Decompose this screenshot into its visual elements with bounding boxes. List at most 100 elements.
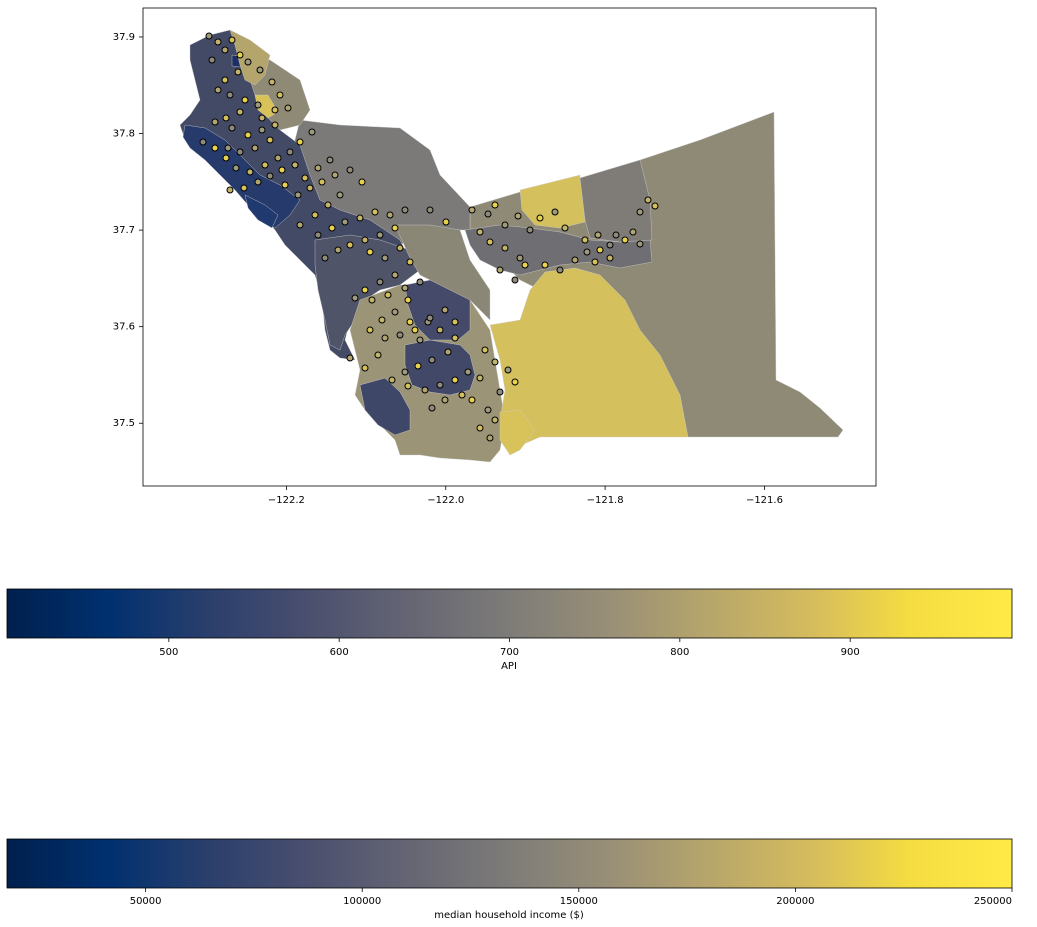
school-point: [583, 248, 591, 256]
school-point: [391, 308, 399, 316]
colorbar-api-tick: 600: [330, 638, 349, 658]
map-plot-area: [179, 29, 844, 463]
y-tick: 37.5: [113, 418, 143, 429]
school-point: [526, 226, 534, 234]
school-point: [301, 174, 309, 182]
colorbar-income-tick-label: 50000: [130, 896, 162, 907]
school-point: [221, 46, 229, 54]
school-point: [644, 196, 652, 204]
colorbar-api-tick-label: 700: [500, 647, 519, 658]
colorbar-income-tick-label: 200000: [776, 896, 814, 907]
school-point: [314, 164, 322, 172]
school-point: [416, 278, 424, 286]
school-point: [426, 314, 434, 322]
colorbar-income-tick: 250000: [974, 888, 1013, 907]
colorbar-api-ticks: 500 600 700 800 900: [159, 638, 860, 658]
school-point: [476, 374, 484, 382]
colorbar-income: 50000 100000 150000 200000 250000 median…: [6, 838, 1013, 921]
school-point: [428, 356, 436, 364]
y-axis: 37.9 37.8 37.7 37.6 37.5: [113, 32, 143, 429]
school-point: [366, 248, 374, 256]
school-point: [536, 214, 544, 222]
school-point: [511, 378, 519, 386]
school-point: [571, 256, 579, 264]
school-point: [274, 154, 282, 162]
school-point: [426, 206, 434, 214]
school-point: [256, 66, 264, 74]
school-point: [254, 101, 262, 109]
school-point: [381, 254, 389, 262]
colorbar-income-tick: 100000: [343, 888, 381, 907]
school-point: [651, 202, 659, 210]
school-point: [271, 121, 279, 129]
y-tick-label: 37.8: [113, 129, 135, 140]
school-point: [391, 271, 399, 279]
school-point: [368, 296, 376, 304]
colorbar-api: 500 600 700 800 900 API: [6, 588, 1013, 672]
school-point: [314, 231, 322, 239]
school-point: [261, 161, 269, 169]
school-point: [254, 178, 262, 186]
school-point: [374, 351, 382, 359]
school-point: [468, 396, 476, 404]
school-point: [501, 221, 509, 229]
school-point: [236, 148, 244, 156]
school-point: [458, 391, 466, 399]
school-point: [484, 210, 492, 218]
x-axis: −122.2 −122.0 −121.8 −121.6: [268, 486, 783, 506]
school-point: [391, 224, 399, 232]
school-point: [244, 58, 252, 66]
school-point: [208, 56, 216, 64]
school-point: [514, 212, 522, 220]
region-livermore-gray: [579, 159, 653, 243]
school-point: [444, 348, 452, 356]
school-point: [236, 108, 244, 116]
school-point: [436, 326, 444, 334]
school-point: [278, 166, 286, 174]
colorbar-api-tick: 500: [159, 638, 178, 658]
school-point: [281, 181, 289, 189]
school-point: [214, 38, 222, 46]
colorbar-api-label: API: [501, 661, 517, 672]
x-tick-label: −122.2: [268, 495, 305, 506]
school-point: [606, 254, 614, 262]
school-point: [211, 118, 219, 126]
y-tick: 37.9: [113, 32, 143, 43]
y-tick-label: 37.5: [113, 418, 135, 429]
school-point: [266, 172, 274, 180]
region-south-yellow: [499, 409, 536, 456]
colorbar-api-tick-label: 900: [841, 647, 860, 658]
colorbar-income-tick: 50000: [130, 888, 162, 907]
school-point: [441, 306, 449, 314]
school-point: [451, 376, 459, 384]
y-tick-label: 37.6: [113, 322, 135, 333]
school-point: [306, 184, 314, 192]
school-point: [581, 236, 589, 244]
school-point: [636, 208, 644, 216]
school-point: [226, 91, 234, 99]
school-point: [428, 404, 436, 412]
school-point: [486, 238, 494, 246]
school-point: [221, 76, 229, 84]
school-point: [556, 266, 564, 274]
school-point: [296, 221, 304, 229]
school-point: [376, 278, 384, 286]
school-point: [286, 148, 294, 156]
school-point: [371, 208, 379, 216]
colorbar-income-ticks: 50000 100000 150000 200000 250000: [130, 888, 1013, 907]
school-point: [346, 354, 354, 362]
school-point: [421, 386, 429, 394]
colorbar-api-tick: 800: [670, 638, 689, 658]
school-point: [222, 154, 230, 162]
colorbar-income-gradient: [6, 838, 1013, 889]
school-point: [376, 231, 384, 239]
colorbar-income-label: median household income ($): [434, 910, 584, 921]
x-tick: −121.6: [746, 486, 783, 506]
school-point: [234, 68, 242, 76]
colorbar-income-tick-label: 150000: [560, 896, 598, 907]
school-point: [501, 244, 509, 252]
school-point: [258, 114, 266, 122]
school-point: [491, 358, 499, 366]
school-point: [451, 334, 459, 342]
x-tick-label: −121.8: [587, 495, 624, 506]
